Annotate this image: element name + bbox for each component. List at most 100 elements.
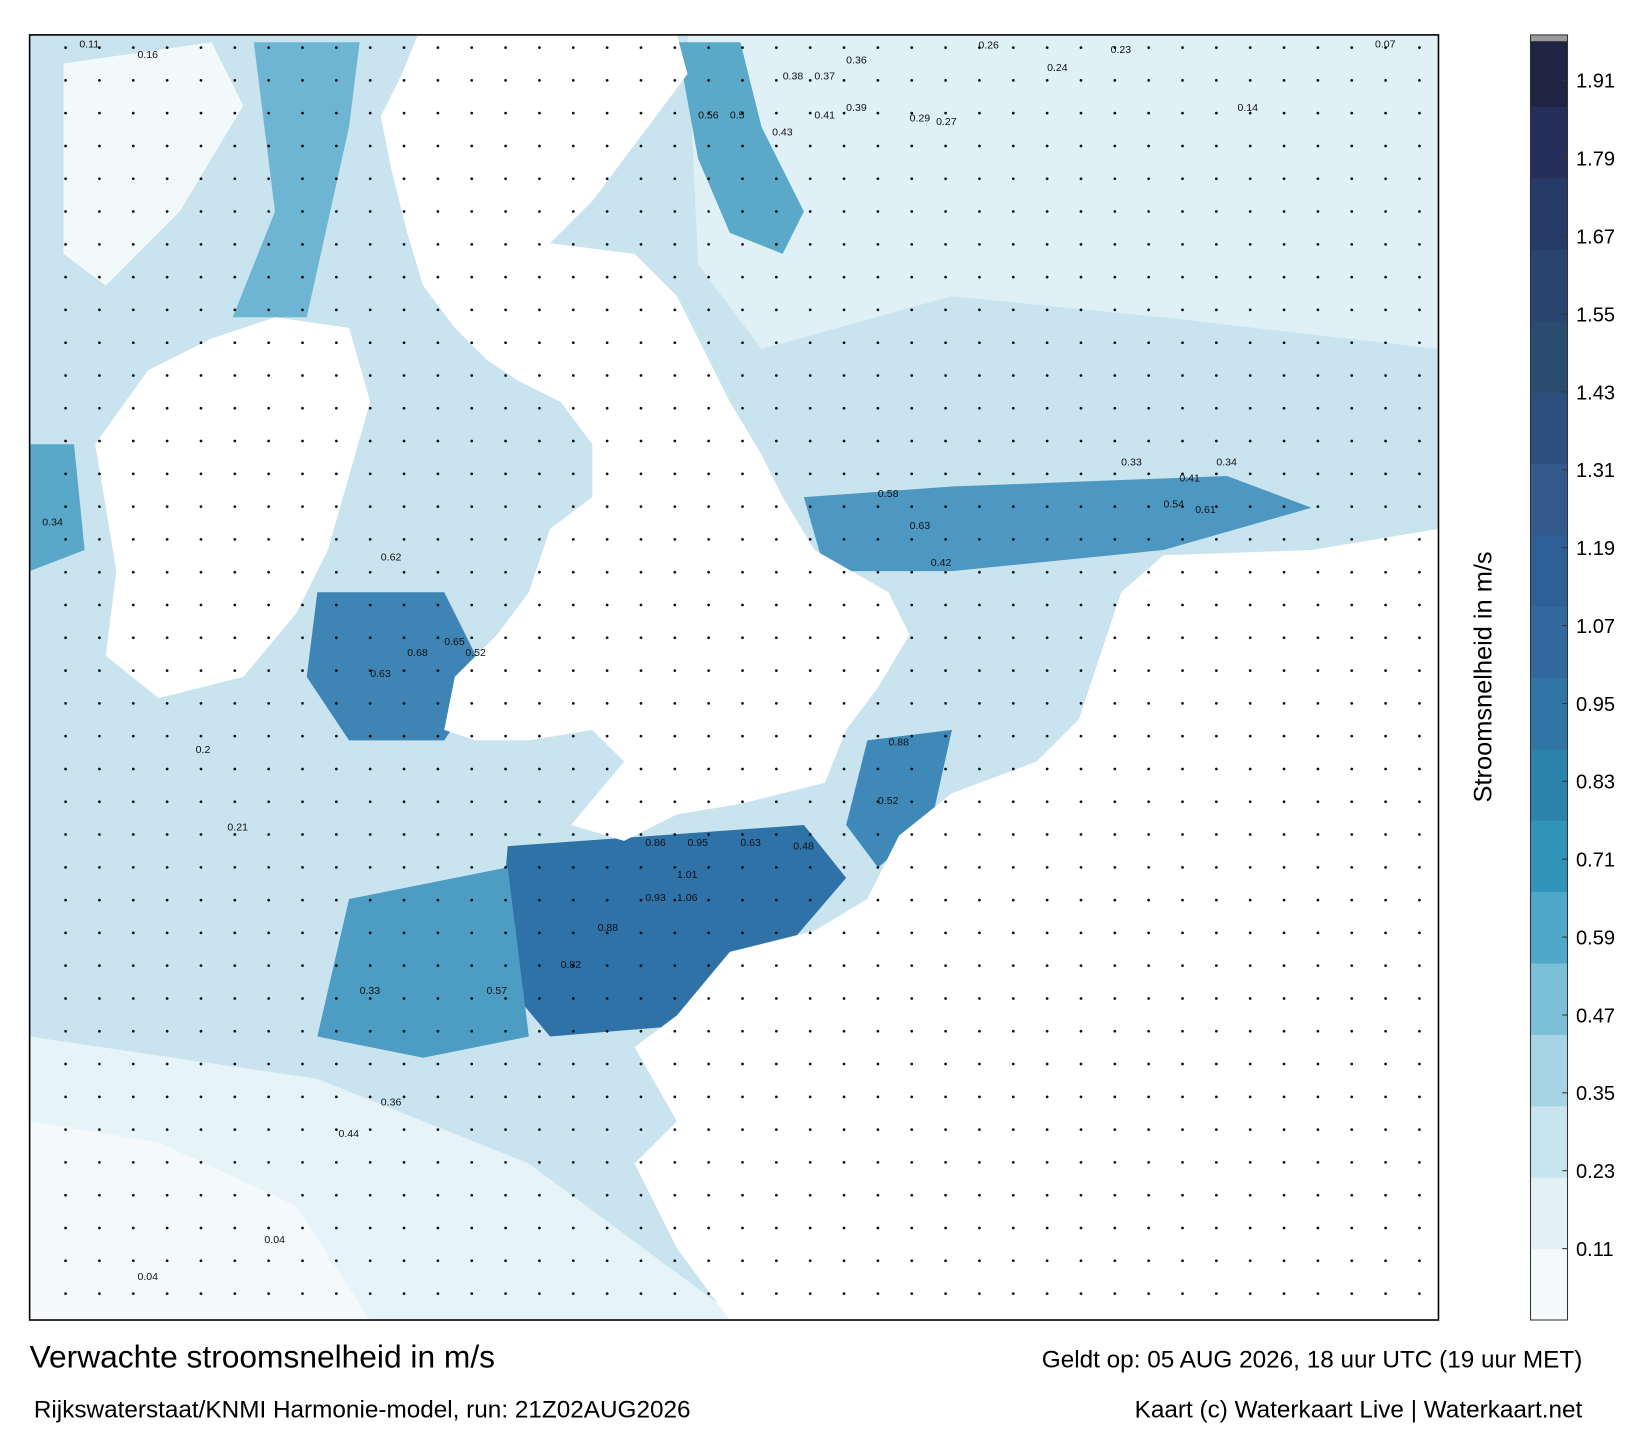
grid-dot (842, 111, 846, 115)
grid-dot (571, 931, 575, 935)
grid-dot (605, 275, 609, 279)
grid-dot (808, 1193, 812, 1197)
grid-dot (1350, 669, 1354, 672)
land (634, 528, 1439, 1321)
grid-dot (233, 538, 237, 541)
grid-dot (1316, 898, 1320, 902)
grid-dot (571, 341, 575, 345)
grid-dot (1147, 767, 1151, 771)
grid-dot (1316, 472, 1320, 476)
grid-dot (774, 144, 778, 148)
grid-dot (233, 505, 237, 509)
grid-dot (267, 46, 271, 49)
grid-dot (944, 865, 947, 869)
grid-dot (978, 570, 981, 574)
grid-dot (808, 1095, 812, 1099)
grid-dot (1079, 144, 1083, 148)
grid-dot (368, 1029, 372, 1033)
grid-dot (1113, 111, 1117, 115)
grid-dot (436, 79, 440, 82)
grid-dot (1350, 603, 1354, 607)
grid-dot (402, 1062, 406, 1066)
grid-dot (1214, 111, 1218, 115)
grid-dot (774, 701, 778, 705)
grid-dot (842, 767, 846, 771)
grid-dot (64, 833, 67, 836)
grid-dot (808, 865, 812, 869)
grid-dot (842, 1161, 846, 1164)
grid-dot (673, 1226, 677, 1230)
grid-dot (165, 472, 169, 476)
grid-dot (334, 1226, 338, 1230)
grid-dot (876, 439, 880, 443)
grid-dot (1316, 1259, 1320, 1263)
grid-dot (978, 997, 981, 1000)
grid-dot (1384, 538, 1387, 541)
grid-dot (1316, 341, 1320, 345)
grid-dot (1282, 997, 1286, 1000)
grid-dot (402, 374, 406, 377)
grid-dot (538, 931, 541, 935)
grid-dot (470, 734, 474, 738)
grid-dot (98, 898, 101, 902)
grid-dot (402, 79, 406, 82)
grid-dot (707, 111, 711, 115)
grid-dot (233, 898, 237, 902)
grid-dot (1011, 1128, 1015, 1131)
grid-dot (1079, 800, 1083, 804)
grid-dot (978, 111, 981, 115)
grid-dot (233, 734, 237, 738)
grid-dot (131, 46, 135, 49)
grid-dot (436, 505, 440, 509)
grid-dot (165, 1259, 169, 1263)
grid-dot (605, 1161, 609, 1164)
grid-dot (1045, 210, 1049, 213)
grid-dot (741, 341, 744, 345)
grid-dot (1011, 538, 1015, 541)
grid-dot (436, 636, 440, 640)
grid-dot (233, 1292, 237, 1295)
grid-dot (402, 144, 406, 148)
grid-dot (1384, 472, 1387, 476)
grid-dot (131, 701, 135, 705)
grid-dot (131, 275, 135, 279)
grid-dot (944, 374, 947, 377)
grid-dot (639, 1292, 643, 1295)
grid-dot (334, 1062, 338, 1066)
grid-dot (1282, 833, 1286, 836)
grid-dot (1418, 767, 1421, 771)
grid-dot (1045, 669, 1049, 672)
grid-dot (165, 1226, 169, 1230)
grid-dot (1214, 1095, 1218, 1099)
grid-dot (910, 242, 914, 246)
grid-dot (876, 144, 880, 148)
grid-dot (334, 1029, 338, 1033)
grid-dot (165, 111, 169, 115)
grid-dot (1248, 242, 1252, 246)
grid-dot (470, 439, 474, 443)
grid-dot (1181, 1259, 1184, 1263)
grid-dot (1350, 997, 1354, 1000)
grid-dot (605, 833, 609, 836)
grid-dot (334, 144, 338, 148)
grid-dot (1113, 997, 1117, 1000)
grid-dot (538, 1128, 541, 1131)
grid-dot (504, 964, 507, 968)
grid-dot (1316, 1062, 1320, 1066)
grid-dot (470, 570, 474, 574)
grid-dot (402, 210, 406, 213)
grid-dot (605, 538, 609, 541)
grid-dot (605, 374, 609, 377)
grid-dot (741, 1095, 744, 1099)
grid-dot (334, 1095, 338, 1099)
grid-dot (1181, 1193, 1184, 1197)
grid-dot (470, 341, 474, 345)
grid-dot (876, 997, 880, 1000)
grid-dot (571, 1095, 575, 1099)
grid-dot (876, 865, 880, 869)
grid-dot (334, 177, 338, 181)
grid-dot (944, 964, 947, 968)
grid-dot (1316, 439, 1320, 443)
grid-dot (1181, 1292, 1184, 1295)
grid-dot (1147, 603, 1151, 607)
